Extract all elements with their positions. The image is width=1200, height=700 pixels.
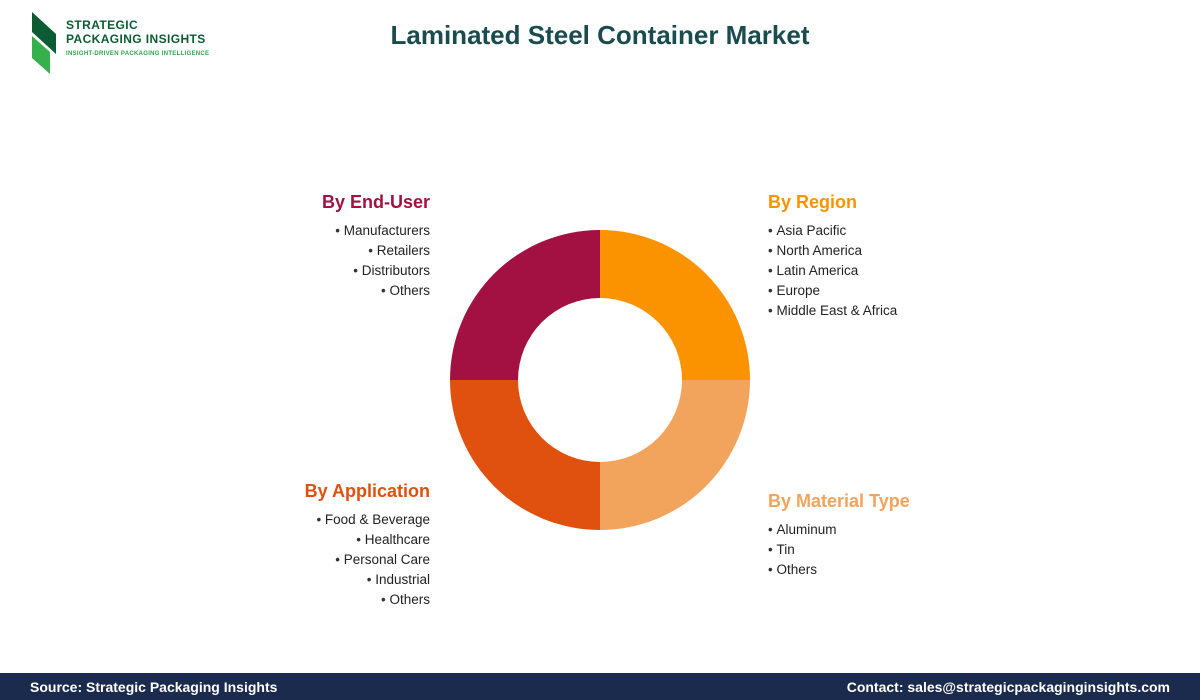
logo-name-line1: STRATEGIC	[66, 18, 139, 32]
segment-group-title: By Material Type	[768, 491, 910, 511]
footer-contact: Contact: sales@strategicpackaginginsight…	[846, 678, 1170, 695]
list-item: Others	[200, 281, 430, 301]
list-item: Asia Pacific	[768, 221, 998, 241]
list-item: Others	[768, 560, 998, 580]
segment-group-application: By Application Food & Beverage Healthcar…	[200, 481, 430, 610]
logo-name-line2: PACKAGING INSIGHTS	[66, 32, 206, 46]
logo-tagline: INSIGHT-DRIVEN PACKAGING INTELLIGENCE	[66, 51, 210, 57]
segment-group-region: By Region Asia Pacific North America Lat…	[768, 192, 998, 321]
segment-group-end-user: By End-User Manufacturers Retailers Dist…	[200, 192, 430, 301]
logo-arrow-icon	[32, 12, 56, 74]
list-item: Aluminum	[768, 520, 998, 540]
page-title: Laminated Steel Container Market	[390, 20, 810, 50]
list-item: Tin	[768, 540, 998, 560]
footer-source: Source: Strategic Packaging Insights	[30, 678, 278, 695]
segment-item-list: Asia Pacific North America Latin America…	[768, 221, 998, 321]
list-item: Food & Beverage	[200, 510, 430, 530]
footer-bar: Source: Strategic Packaging Insights Con…	[0, 673, 1200, 700]
company-logo: STRATEGIC PACKAGING INSIGHTS INSIGHT-DRI…	[30, 12, 209, 76]
segment-group-title: By Application	[304, 481, 430, 501]
list-item: Personal Care	[200, 550, 430, 570]
segment-group-title: By Region	[768, 192, 858, 212]
list-item: Middle East & Africa	[768, 301, 998, 321]
list-item: Others	[200, 590, 430, 610]
list-item: Distributors	[200, 261, 430, 281]
segment-item-list: Manufacturers Retailers Distributors Oth…	[200, 221, 430, 301]
segment-item-list: Food & Beverage Healthcare Personal Care…	[200, 510, 430, 610]
list-item: Manufacturers	[200, 221, 430, 241]
list-item: Latin America	[768, 261, 998, 281]
donut-chart	[450, 230, 750, 530]
segment-group-material-type: By Material Type Aluminum Tin Others	[768, 491, 998, 580]
list-item: North America	[768, 241, 998, 261]
list-item: Europe	[768, 281, 998, 301]
segment-group-title: By End-User	[321, 192, 430, 212]
segment-item-list: Aluminum Tin Others	[768, 520, 998, 580]
logo-text: STRATEGIC PACKAGING INSIGHTS INSIGHT-DRI…	[66, 12, 209, 57]
list-item: Retailers	[200, 241, 430, 261]
list-item: Healthcare	[200, 530, 430, 550]
list-item: Industrial	[200, 570, 430, 590]
